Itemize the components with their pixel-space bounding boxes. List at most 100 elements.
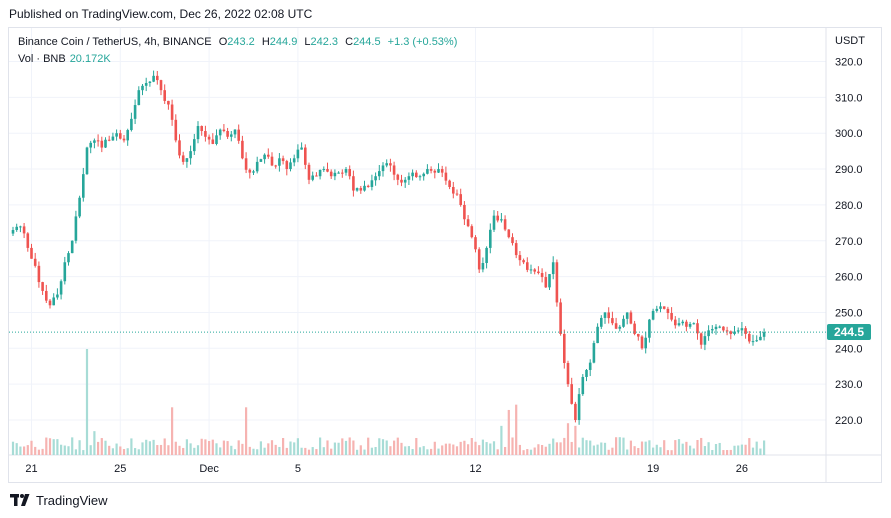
volume-bar <box>400 442 403 455</box>
volume-bar <box>529 449 533 455</box>
volume-bar <box>156 445 159 455</box>
volume-bar <box>615 437 618 455</box>
volume-bar <box>555 442 558 455</box>
price-tick-label: 270.0 <box>835 236 863 248</box>
volume-bar <box>134 448 137 455</box>
candle-body <box>389 163 392 166</box>
candle-body <box>52 297 55 306</box>
candle-body <box>378 171 381 177</box>
candle-body <box>744 328 747 334</box>
candle-body <box>662 306 666 309</box>
candle-body <box>200 126 203 132</box>
volume-bar <box>85 349 89 455</box>
candle-body <box>63 262 67 282</box>
volume-bar <box>352 440 355 455</box>
volume-bar <box>629 440 632 455</box>
candle-body <box>141 85 144 91</box>
volume-bar <box>748 438 751 455</box>
candle-body <box>255 161 259 172</box>
candle-body <box>211 139 215 144</box>
candle-body <box>637 333 640 337</box>
volume-bar <box>341 438 344 455</box>
volume-bar <box>533 447 536 455</box>
volume-bar <box>755 441 758 455</box>
candle-body <box>178 140 181 156</box>
candle-body <box>278 158 281 166</box>
volume-bar <box>751 447 755 455</box>
candle-body <box>755 340 758 342</box>
candle-body <box>270 156 274 166</box>
volume-bar <box>167 445 170 455</box>
price-tick-label: 240.0 <box>835 343 863 355</box>
candle-body <box>699 333 703 345</box>
candle-body <box>648 319 651 338</box>
candle-body <box>507 229 511 238</box>
candle-body <box>355 188 359 191</box>
candle-body <box>422 173 425 177</box>
volume-bar <box>60 444 63 455</box>
candle-body <box>503 219 507 230</box>
candle-body <box>729 331 733 334</box>
volume-bar <box>193 447 196 455</box>
low-label: L <box>304 36 311 48</box>
candle-body <box>466 219 470 227</box>
candle-body <box>259 159 263 162</box>
candle-body <box>233 129 237 135</box>
candle-body <box>692 323 696 325</box>
candle-body <box>736 330 740 332</box>
candle-body <box>363 185 366 191</box>
candle-body <box>337 172 340 174</box>
candle-body <box>248 169 252 173</box>
candle-body <box>407 176 411 180</box>
volume-bar <box>578 447 581 455</box>
candle-body <box>733 331 736 334</box>
volume-bar <box>407 446 410 455</box>
candle-body <box>104 139 107 148</box>
volume-bar <box>626 449 629 455</box>
candle-body <box>455 193 459 195</box>
high-value: 244.9 <box>269 36 298 48</box>
candle-body <box>588 362 592 370</box>
currency-label[interactable]: USDT <box>835 35 865 47</box>
volume-bar <box>363 449 366 455</box>
candle-body <box>600 317 603 327</box>
volume-bar <box>737 445 740 455</box>
candle-body <box>174 119 178 141</box>
time-tick-label: 25 <box>114 463 126 475</box>
candle-body <box>526 262 529 270</box>
volume-bar <box>411 449 414 455</box>
candle-body <box>762 332 766 337</box>
candle-body <box>555 262 559 303</box>
candle-body <box>596 326 599 344</box>
candle-body <box>381 165 385 172</box>
candle-body <box>292 158 296 163</box>
volume-bar <box>603 442 607 455</box>
volume-bar <box>426 449 429 455</box>
volume-bar <box>174 441 177 455</box>
volume-bar <box>356 449 359 455</box>
volume-bar <box>230 445 233 455</box>
volume-bar <box>270 440 274 455</box>
volume-bar <box>700 437 703 455</box>
price-tick-label: 320.0 <box>835 57 863 69</box>
candle-body <box>533 269 536 272</box>
volume-bar <box>108 445 111 455</box>
tradingview-icon <box>10 494 30 506</box>
candle-body <box>204 131 207 137</box>
volume-bar <box>537 444 540 455</box>
volume-bar <box>126 448 129 455</box>
candle-body <box>396 174 400 180</box>
candle-body <box>385 163 388 166</box>
volume-bar <box>522 450 525 455</box>
symbol-legend: Binance Coin / TetherUS, 4h, BINANCE O24… <box>18 36 457 48</box>
chart-pane[interactable] <box>8 27 882 483</box>
candle-body <box>244 158 248 170</box>
volume-bar <box>470 437 473 455</box>
volume-bar <box>618 437 621 455</box>
tradingview-logo[interactable]: TradingView <box>10 492 108 508</box>
volume-bar <box>74 449 77 455</box>
volume-bar <box>644 441 647 455</box>
volume-bar <box>45 437 48 455</box>
candle-body <box>56 294 59 298</box>
